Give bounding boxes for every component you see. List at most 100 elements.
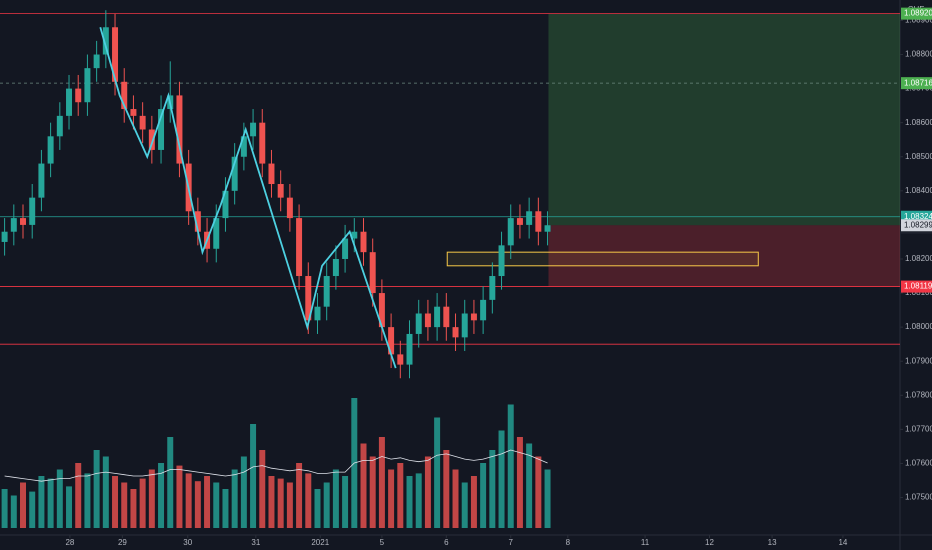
volume-bar <box>139 478 146 528</box>
y-tick-label: 1.08100 <box>905 288 932 297</box>
volume-bar <box>314 489 321 528</box>
profit-zone <box>548 13 900 226</box>
price-label: 1.08299 <box>904 220 932 229</box>
volume-ma <box>4 449 548 482</box>
volume-bar <box>66 486 73 528</box>
candle-body <box>415 313 422 334</box>
volume-bar <box>498 430 505 528</box>
candle-body <box>93 54 100 69</box>
x-tick-label: 5 <box>380 538 385 547</box>
x-tick-label: 29 <box>118 538 127 547</box>
volume-bar <box>176 465 183 528</box>
y-tick-label: 1.08500 <box>905 152 932 161</box>
volume-bar <box>544 469 551 528</box>
volume-bar <box>231 469 238 528</box>
volume-bar <box>369 456 376 528</box>
volume-bar <box>1 489 8 528</box>
volume-bar <box>38 476 45 528</box>
x-tick-label: 13 <box>768 538 777 547</box>
candle-body <box>516 218 523 225</box>
zone-box <box>446 251 759 267</box>
volume-bar <box>130 489 137 528</box>
volume-bar <box>93 450 100 528</box>
candle-body <box>443 306 450 328</box>
candle-body <box>535 211 542 232</box>
volume-bar <box>185 473 192 528</box>
candle-body <box>20 218 26 225</box>
x-tick-label: 30 <box>183 538 192 547</box>
volume-bar <box>434 417 441 528</box>
candle-body <box>56 115 63 137</box>
y-tick-label: 1.08000 <box>905 322 932 331</box>
volume-bar <box>121 482 128 528</box>
candle-body <box>507 218 514 246</box>
candle-body <box>231 156 238 191</box>
volume-bar <box>526 443 533 528</box>
candle-body <box>194 211 201 232</box>
candle-body <box>112 27 119 82</box>
volume-bar <box>75 463 82 528</box>
volume-bar <box>323 482 330 528</box>
candle-body <box>323 276 330 307</box>
candle-body <box>498 245 505 277</box>
candle-body <box>75 88 82 103</box>
x-tick-label: 2021 <box>311 538 329 547</box>
volume-bar <box>194 481 201 528</box>
volume-bar <box>259 450 266 528</box>
volume-bar <box>535 456 542 528</box>
y-tick-label: 1.08800 <box>905 50 932 59</box>
candle-body <box>102 27 109 55</box>
volume-bar <box>461 482 468 528</box>
price-label: 1.08324 <box>904 212 932 221</box>
candle-body <box>1 231 8 242</box>
candle-body <box>66 88 73 116</box>
volume-bar <box>406 476 413 528</box>
candle-body <box>452 327 459 338</box>
volume-bar <box>296 463 303 528</box>
x-tick-label: 28 <box>65 538 74 547</box>
candle-body <box>397 354 404 365</box>
candle-body <box>369 252 376 294</box>
volume-bar <box>305 473 312 528</box>
candle-body <box>213 218 220 249</box>
y-tick-label: 1.07900 <box>905 356 932 365</box>
volume-bar <box>148 469 155 528</box>
volume-bar <box>167 437 174 528</box>
candle-body <box>84 68 91 103</box>
volume-bar <box>332 469 339 528</box>
y-tick-label: 1.08600 <box>905 118 932 127</box>
candle-body <box>121 81 128 110</box>
price-label: 1.08716 <box>904 78 932 87</box>
volume-bar <box>240 456 247 528</box>
volume-bar <box>480 463 487 528</box>
candle-body <box>351 231 358 239</box>
x-tick-label: 31 <box>251 538 260 547</box>
candle-body <box>461 313 468 338</box>
candle-body <box>296 218 303 277</box>
candle-body <box>388 327 395 355</box>
volume-bar <box>415 473 422 528</box>
y-tick-label: 1.08200 <box>905 254 932 263</box>
volume-bar <box>424 456 431 528</box>
y-tick-label: 1.08900 <box>905 16 932 25</box>
price-label: 1.08920 <box>904 9 932 18</box>
volume-bar <box>286 482 293 528</box>
x-tick-label: 7 <box>509 538 514 547</box>
volume-bar <box>452 469 459 528</box>
candle-body <box>47 136 54 164</box>
price-label-box <box>901 219 932 232</box>
y-tick-label: 1.07700 <box>905 424 932 433</box>
volume-bar <box>360 443 367 528</box>
candle-body <box>314 306 321 321</box>
price-label-box <box>901 77 932 90</box>
volume-bar <box>388 469 395 528</box>
volume-bar <box>250 424 257 528</box>
candle-body <box>268 163 275 185</box>
candle-body <box>406 333 413 365</box>
candle-body <box>434 306 441 328</box>
candle-body <box>305 276 312 321</box>
volume-bar <box>213 482 220 528</box>
